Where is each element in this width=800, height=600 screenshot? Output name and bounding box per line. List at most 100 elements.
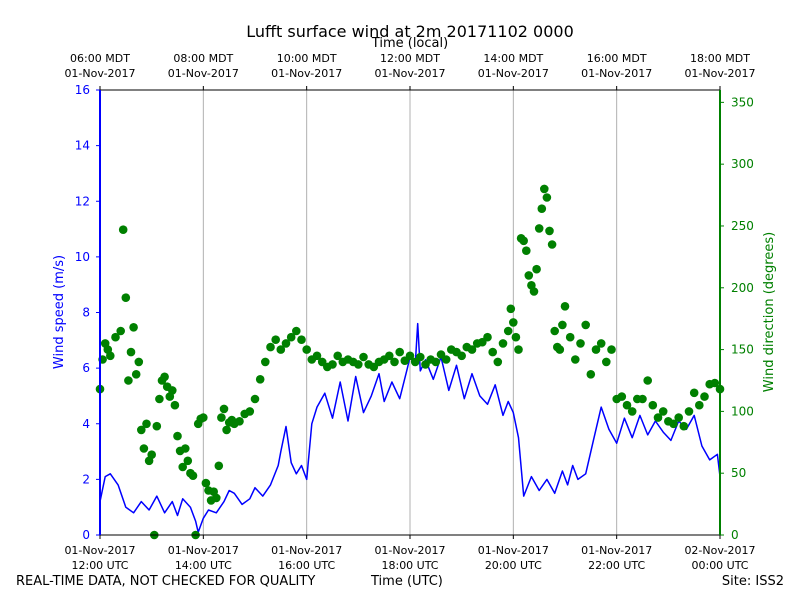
wind-speed-path — [99, 322, 721, 533]
wind-direction-point — [118, 225, 128, 234]
wind-direction-point — [178, 462, 187, 472]
wind-direction-point — [483, 332, 492, 342]
wind-direction-point — [441, 355, 451, 364]
wind-direction-point — [276, 345, 286, 354]
wind-speed-line — [99, 322, 721, 533]
wind-direction-point — [212, 493, 221, 503]
wind-direction-point — [506, 304, 516, 314]
right-tick-label: 300 — [731, 157, 754, 171]
x-tick-label-time: 16:00 UTC — [278, 559, 335, 572]
wind-direction-point — [591, 345, 601, 354]
x-tick-label-time: 14:00 UTC — [175, 559, 232, 572]
wind-direction-point — [547, 240, 557, 249]
wind-direction-point — [511, 332, 521, 342]
right-tick-label: 150 — [731, 343, 754, 357]
top-tick-label-date: 01-Nov-2017 — [64, 67, 135, 80]
wind-direction-point — [581, 320, 590, 330]
wind-direction-point — [488, 347, 498, 357]
right-tick-label: 200 — [731, 281, 754, 295]
wind-direction-point — [537, 204, 547, 213]
wind-direction-point — [281, 339, 291, 348]
wind-direction-point — [560, 302, 570, 311]
wind-direction-point — [542, 193, 552, 202]
wind-direction-point — [457, 351, 467, 361]
top-tick-label-date: 01-Nov-2017 — [271, 67, 342, 80]
footer-site: Site: ISS2 — [721, 574, 784, 589]
wind-direction-point — [648, 400, 658, 410]
wind-direction-point — [131, 370, 141, 379]
top-tick-label-date: 01-Nov-2017 — [374, 67, 445, 80]
wind-direction-point — [359, 352, 368, 362]
wind-direction-point — [555, 345, 565, 354]
top-tick-label-time: 10:00 MDT — [277, 52, 337, 65]
wind-direction-point — [137, 425, 146, 435]
wind-direction-point — [602, 357, 611, 367]
x-tick-label-time: 22:00 UTC — [588, 559, 645, 572]
wind-direction-point — [532, 264, 541, 274]
wind-direction-point — [545, 226, 554, 236]
grid-lines — [202, 90, 618, 535]
wind-direction-point — [134, 357, 144, 367]
wind-direction-point — [302, 345, 312, 354]
wind-direction-point — [529, 287, 539, 296]
right-tick-label: 250 — [731, 219, 754, 233]
wind-direction-point — [514, 345, 523, 354]
footer-xlabel: Time (UTC) — [371, 574, 443, 589]
wind-direction-point — [201, 478, 211, 488]
left-tick-label: 16 — [75, 83, 90, 97]
wind-direction-point — [596, 339, 606, 348]
wind-direction-point — [111, 332, 120, 342]
wind-direction-point — [576, 339, 585, 348]
x-tick-label-date: 01-Nov-2017 — [271, 544, 342, 557]
wind-direction-points — [95, 184, 725, 540]
left-tick-label: 8 — [82, 306, 90, 320]
wind-direction-point — [524, 271, 534, 280]
wind-direction-point — [565, 332, 575, 342]
wind-direction-point — [312, 351, 322, 361]
wind-direction-point — [271, 335, 281, 345]
wind-direction-point — [170, 400, 180, 410]
top-tick-label-date: 01-Nov-2017 — [168, 67, 239, 80]
wind-direction-point — [160, 372, 169, 382]
left-tick-label: 6 — [82, 361, 90, 375]
x-tick-label-time: 18:00 UTC — [381, 559, 438, 572]
wind-direction-point — [106, 351, 115, 361]
x-tick-label-date: 01-Nov-2017 — [168, 544, 239, 557]
wind-direction-point — [638, 394, 647, 404]
wind-direction-point — [147, 450, 156, 460]
wind-direction-point — [498, 339, 508, 348]
wind-direction-point — [679, 421, 689, 431]
left-tick-label: 12 — [75, 194, 90, 208]
x-tick-label-time: 20:00 UTC — [485, 559, 542, 572]
left-tick-label: 2 — [82, 472, 90, 486]
right-axis-label: Wind direction (degrees) — [762, 232, 777, 392]
wind-direction-point — [214, 461, 224, 471]
wind-direction-point — [222, 425, 231, 435]
wind-direction-point — [116, 326, 125, 336]
wind-direction-point — [416, 352, 425, 362]
top-tick-label-date: 01-Nov-2017 — [478, 67, 549, 80]
x-tick-label-date: 02-Nov-2017 — [684, 544, 755, 557]
wind-direction-point — [126, 347, 136, 357]
wind-direction-point — [261, 357, 270, 367]
wind-direction-point — [503, 326, 513, 336]
wind-direction-point — [519, 236, 528, 246]
wind-direction-point — [617, 392, 627, 401]
wind-direction-point — [695, 400, 704, 410]
left-axis-ticks: 0 2 4 6 8 10 12 14 16 — [75, 83, 100, 542]
wind-direction-point — [509, 318, 518, 327]
chart-title: Lufft surface wind at 2m 20171102 0000 — [246, 22, 574, 41]
footer-quality-note: REAL-TIME DATA, NOT CHECKED FOR QUALITY — [16, 574, 316, 589]
wind-direction-point — [493, 357, 503, 367]
wind-direction-point — [250, 394, 260, 404]
right-tick-label: 350 — [731, 95, 754, 109]
wind-direction-point — [622, 400, 632, 410]
top-tick-label-date: 01-Nov-2017 — [684, 67, 755, 80]
wind-direction-point — [390, 357, 399, 367]
top-tick-label-date: 01-Nov-2017 — [581, 67, 652, 80]
wind-direction-point — [689, 388, 699, 398]
wind-direction-point — [571, 355, 580, 364]
left-tick-label: 4 — [82, 417, 90, 431]
wind-direction-point — [142, 419, 151, 429]
